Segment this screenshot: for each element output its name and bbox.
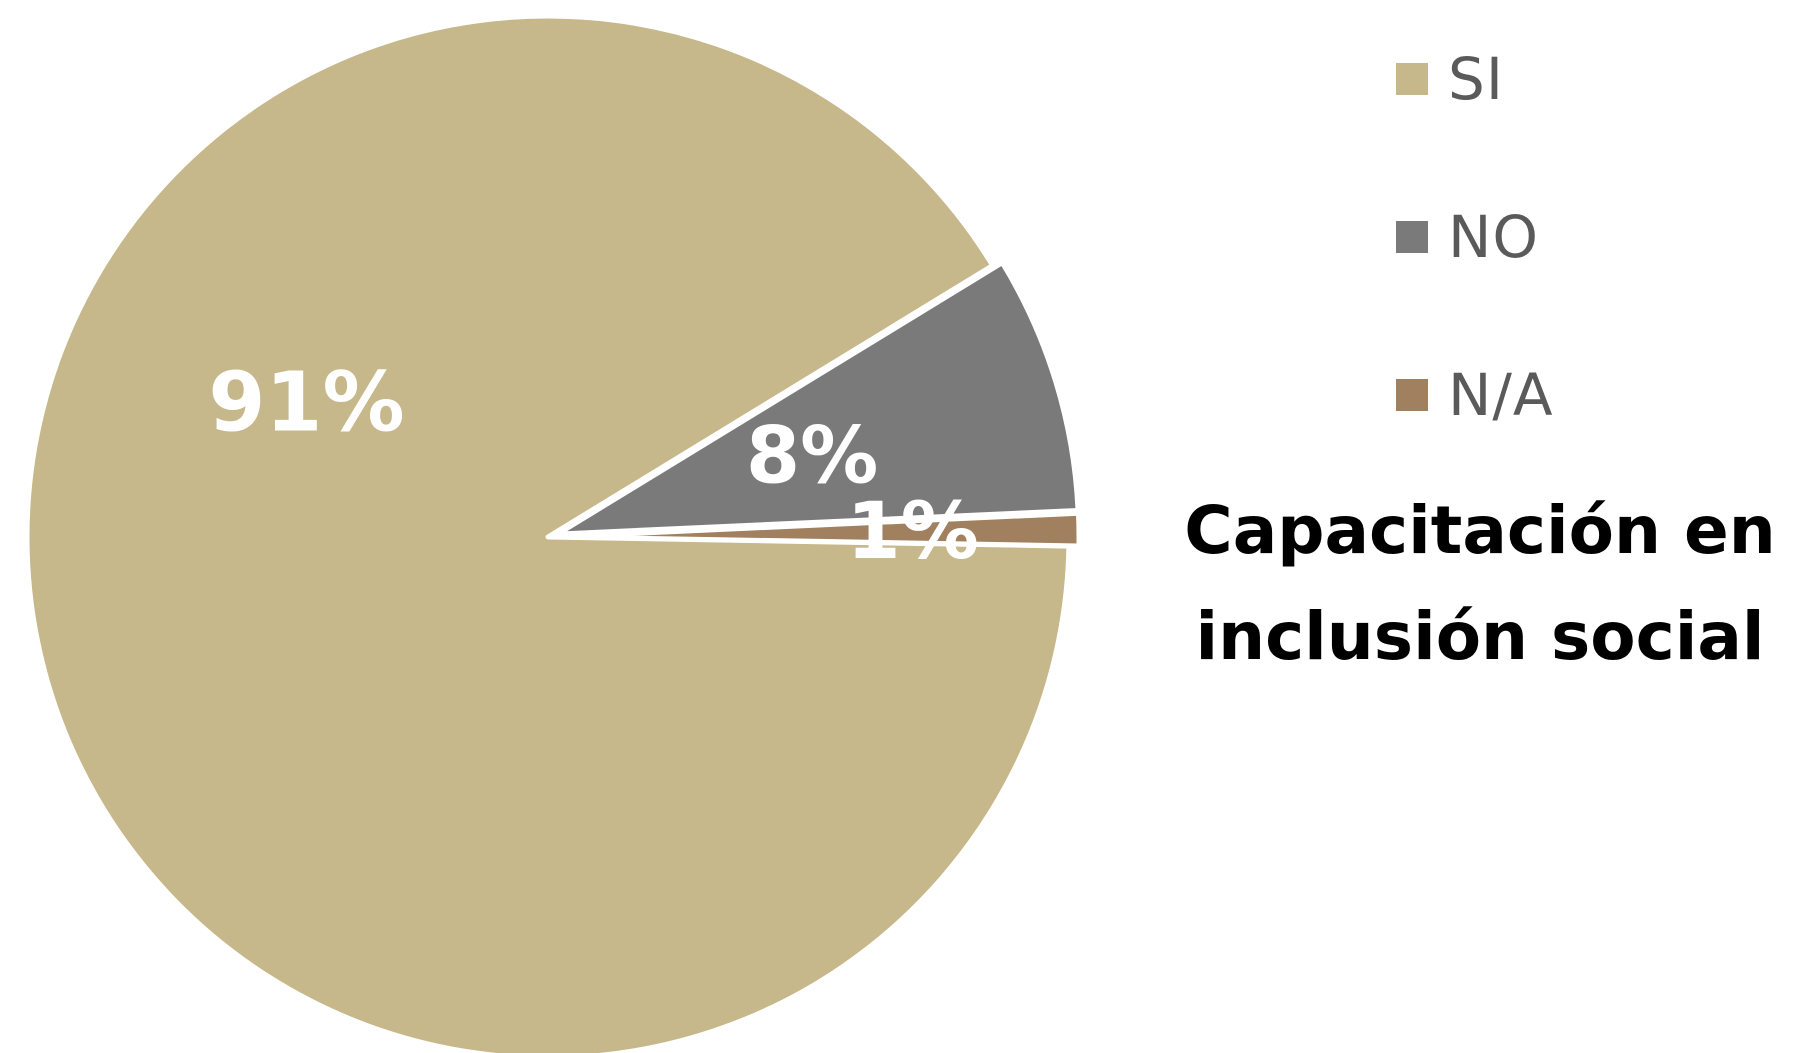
legend-item-si: SI (1396, 44, 1504, 114)
slice-na (555, 510, 1082, 549)
slice-label-no: 8% (746, 411, 878, 501)
slice-label-na: 1% (846, 487, 978, 577)
slice-no (555, 260, 1081, 537)
legend-label-no: NO (1448, 203, 1540, 271)
chart-title: Capacitación en inclusión social (1150, 478, 1810, 690)
legend-item-no: NO (1396, 202, 1539, 272)
slice-label-si: 91% (208, 356, 404, 451)
legend-label-si: SI (1448, 45, 1504, 113)
legend-swatch-no (1396, 221, 1428, 253)
legend-item-na: N/A (1396, 360, 1554, 430)
chart-title-line-2: inclusión social (1195, 598, 1765, 675)
legend-swatch-si (1396, 63, 1428, 95)
chart-title-line-1: Capacitación en (1184, 492, 1776, 569)
legend-swatch-na (1396, 379, 1428, 411)
legend-label-na: N/A (1448, 361, 1554, 429)
slice-si (24, 13, 1072, 1053)
